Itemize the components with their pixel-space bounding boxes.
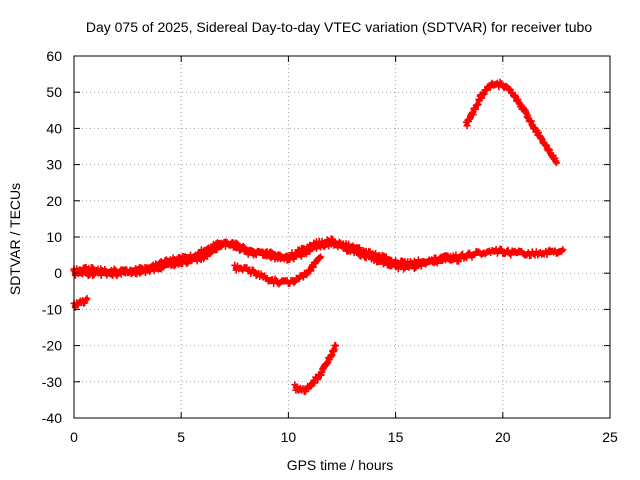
sat-track-early — [70, 295, 91, 311]
series-segment — [254, 271, 269, 281]
x-tick-label: 15 — [388, 429, 404, 445]
data-point — [83, 295, 91, 303]
sat-track-main-b — [70, 238, 464, 280]
series-segment — [307, 372, 323, 388]
series-segment — [415, 258, 441, 268]
y-tick-label: 50 — [46, 84, 62, 100]
data-point — [456, 255, 464, 263]
data-point — [559, 246, 567, 254]
series-segment — [318, 352, 334, 377]
series-segment — [307, 254, 323, 272]
chart-title: Day 075 of 2025, Sidereal Day-to-day VTE… — [86, 19, 593, 35]
y-axis-label: SDTVAR / TECUs — [7, 183, 23, 295]
y-tick-label: 20 — [46, 193, 62, 209]
series-segment — [232, 242, 248, 252]
y-tick-label: -30 — [42, 374, 62, 390]
y-tick-label: -40 — [42, 410, 62, 426]
x-tick-label: 5 — [177, 429, 185, 445]
data-point — [332, 342, 340, 350]
axis-ticks: 0 5 10 15 20 25 -40 -30 -20 -10 0 10 20 30 40 50 60 — [42, 48, 618, 445]
sat-track-dip — [231, 253, 325, 288]
x-axis-label: GPS time / hours — [287, 457, 394, 473]
y-tick-label: 40 — [46, 120, 62, 136]
series-segment — [532, 126, 548, 149]
series-segment — [114, 269, 141, 276]
x-tick-label: 25 — [602, 429, 618, 445]
sat-track-high — [462, 78, 560, 167]
x-tick-label: 20 — [495, 429, 511, 445]
series-segment — [543, 144, 559, 165]
y-tick-label: 30 — [46, 157, 62, 173]
x-tick-label: 0 — [70, 429, 78, 445]
data-point — [317, 253, 325, 261]
y-tick-label: 10 — [46, 229, 62, 245]
data-point — [552, 159, 560, 167]
series-segment — [200, 249, 216, 259]
series-segment — [211, 242, 227, 254]
series-segment — [522, 108, 537, 131]
y-tick-label: 0 — [54, 265, 62, 281]
y-tick-label: -20 — [42, 338, 62, 354]
y-tick-label: 60 — [46, 48, 62, 64]
series-segment — [500, 82, 516, 97]
series-segment — [468, 93, 484, 120]
x-tick-label: 10 — [281, 429, 297, 445]
y-tick-label: -10 — [42, 301, 62, 317]
sat-track-low — [291, 341, 340, 396]
series-segment — [157, 260, 184, 270]
grid — [74, 56, 610, 418]
series-segment — [511, 92, 527, 113]
series-segment — [136, 265, 162, 274]
data-marks — [70, 78, 567, 396]
series-segment — [436, 256, 462, 263]
